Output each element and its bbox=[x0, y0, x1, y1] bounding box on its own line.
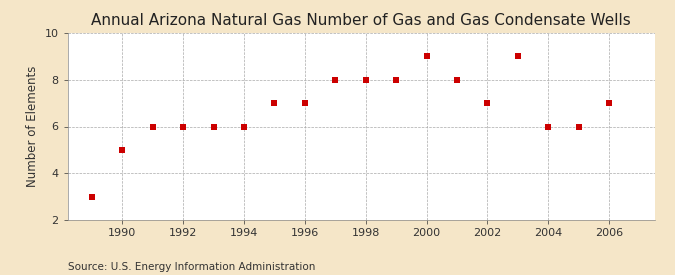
Point bbox=[543, 124, 554, 129]
Text: Source: U.S. Energy Information Administration: Source: U.S. Energy Information Administ… bbox=[68, 262, 315, 272]
Point bbox=[421, 54, 432, 59]
Point bbox=[573, 124, 584, 129]
Point bbox=[330, 78, 341, 82]
Point bbox=[300, 101, 310, 105]
Y-axis label: Number of Elements: Number of Elements bbox=[26, 66, 39, 187]
Point bbox=[178, 124, 188, 129]
Point bbox=[238, 124, 249, 129]
Point bbox=[360, 78, 371, 82]
Point bbox=[512, 54, 523, 59]
Point bbox=[452, 78, 462, 82]
Point bbox=[603, 101, 614, 105]
Point bbox=[269, 101, 280, 105]
Point bbox=[391, 78, 402, 82]
Point bbox=[208, 124, 219, 129]
Point bbox=[86, 194, 97, 199]
Point bbox=[482, 101, 493, 105]
Point bbox=[117, 148, 128, 152]
Title: Annual Arizona Natural Gas Number of Gas and Gas Condensate Wells: Annual Arizona Natural Gas Number of Gas… bbox=[91, 13, 631, 28]
Point bbox=[147, 124, 158, 129]
